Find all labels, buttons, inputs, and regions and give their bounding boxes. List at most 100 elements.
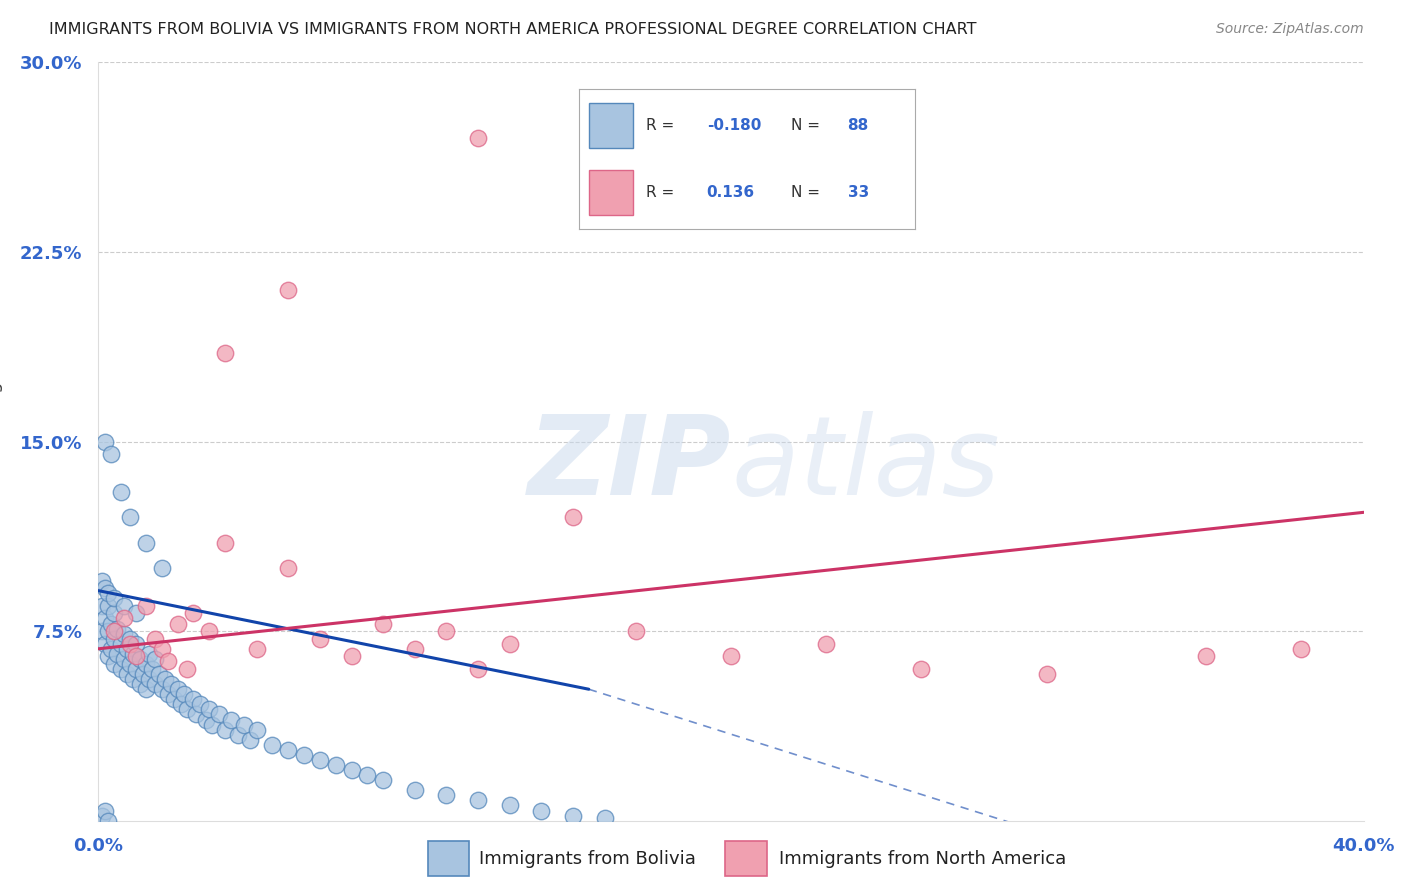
Point [135, 535, 157, 549]
Point [561, 808, 585, 822]
Text: Immigrants from North America: Immigrants from North America [779, 849, 1067, 868]
Point [1036, 667, 1059, 681]
Point [107, 647, 129, 661]
Text: IMMIGRANTS FROM BOLIVIA VS IMMIGRANTS FROM NORTH AMERICA PROFESSIONAL DEGREE COR: IMMIGRANTS FROM BOLIVIA VS IMMIGRANTS FR… [49, 22, 977, 37]
Point [145, 652, 166, 666]
Point [103, 624, 125, 639]
Point [166, 616, 188, 631]
Point [115, 667, 138, 681]
Point [110, 637, 132, 651]
Point [97, 814, 120, 828]
Text: Immigrants from Bolivia: Immigrants from Bolivia [478, 849, 696, 868]
Point [277, 561, 299, 575]
Point [198, 702, 221, 716]
Point [110, 485, 132, 500]
Point [214, 346, 236, 360]
Point [467, 131, 489, 145]
Point [103, 607, 125, 621]
Point [97, 624, 120, 639]
Point [226, 728, 249, 742]
Point [183, 692, 205, 706]
Point [90, 808, 112, 822]
Point [169, 698, 191, 712]
Point [340, 649, 363, 664]
Point [371, 616, 394, 631]
Point [498, 637, 520, 651]
Point [145, 677, 166, 691]
Y-axis label: Professional Degree: Professional Degree [0, 351, 3, 532]
Point [325, 758, 347, 772]
Point [186, 707, 208, 722]
Point [97, 649, 120, 664]
Point [201, 717, 224, 731]
Point [148, 667, 170, 681]
Point [103, 657, 125, 671]
Point [103, 632, 125, 646]
FancyBboxPatch shape [429, 841, 470, 876]
Point [93, 434, 117, 449]
Point [404, 783, 426, 797]
Point [340, 763, 363, 777]
Point [93, 581, 117, 595]
Point [530, 804, 553, 818]
Point [120, 632, 141, 646]
Text: ZIP: ZIP [527, 411, 731, 517]
Point [97, 586, 120, 600]
Point [135, 657, 157, 671]
Point [467, 662, 489, 676]
Point [814, 637, 837, 651]
Text: atlas: atlas [731, 411, 1000, 517]
Point [135, 599, 157, 613]
Point [153, 672, 176, 686]
Point [97, 599, 120, 613]
Point [150, 641, 173, 656]
Point [120, 637, 141, 651]
Point [122, 647, 145, 661]
Point [176, 662, 198, 676]
Point [115, 641, 138, 656]
Point [138, 647, 160, 661]
Point [157, 687, 180, 701]
Point [93, 637, 117, 651]
Point [132, 667, 155, 681]
Point [173, 687, 195, 701]
Point [112, 611, 135, 625]
Point [120, 657, 141, 671]
Point [208, 707, 231, 722]
Point [183, 607, 205, 621]
Point [166, 682, 188, 697]
Point [150, 561, 173, 575]
Point [125, 607, 148, 621]
Point [90, 624, 112, 639]
Point [277, 743, 299, 757]
Point [141, 662, 163, 676]
Point [309, 632, 332, 646]
Point [100, 447, 122, 461]
Point [262, 738, 284, 752]
Point [90, 574, 112, 588]
Point [498, 798, 520, 813]
Point [135, 682, 157, 697]
Point [157, 655, 180, 669]
Point [246, 723, 269, 737]
FancyBboxPatch shape [725, 841, 766, 876]
Point [125, 637, 148, 651]
Point [110, 662, 132, 676]
Point [122, 672, 145, 686]
Point [93, 611, 117, 625]
Point [112, 626, 135, 640]
Point [138, 672, 160, 686]
Point [561, 510, 585, 524]
Point [214, 535, 236, 549]
Point [436, 624, 458, 639]
Point [467, 793, 489, 807]
Point [145, 632, 166, 646]
Point [1289, 641, 1312, 656]
Point [356, 768, 378, 782]
Point [107, 622, 129, 636]
Point [100, 641, 122, 656]
Point [93, 804, 117, 818]
Point [277, 283, 299, 297]
Point [219, 713, 243, 727]
Point [163, 692, 186, 706]
